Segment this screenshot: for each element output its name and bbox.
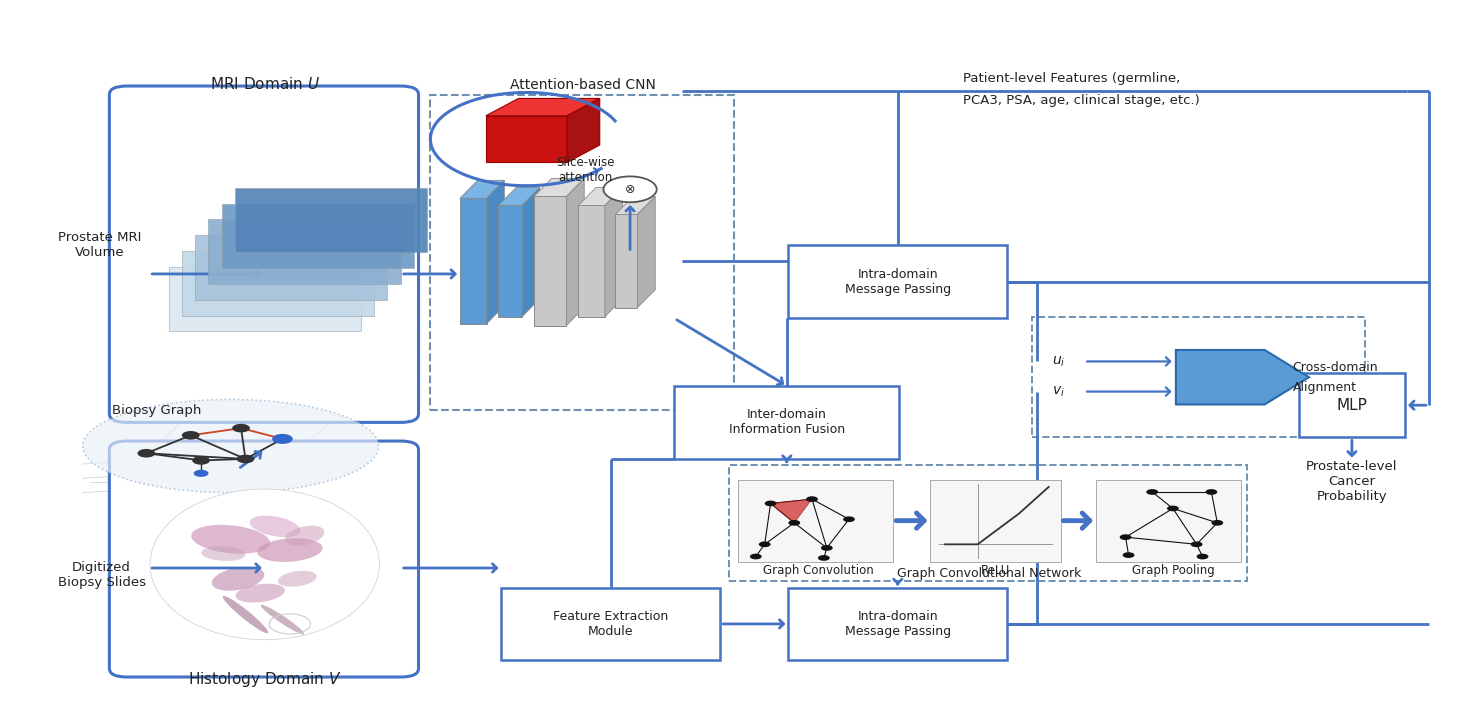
FancyBboxPatch shape bbox=[615, 215, 637, 307]
Circle shape bbox=[843, 516, 855, 522]
FancyBboxPatch shape bbox=[430, 94, 734, 410]
FancyBboxPatch shape bbox=[222, 204, 413, 268]
Circle shape bbox=[273, 434, 293, 444]
Circle shape bbox=[821, 545, 833, 551]
Text: Intra-domain
Message Passing: Intra-domain Message Passing bbox=[845, 610, 951, 638]
FancyBboxPatch shape bbox=[110, 86, 418, 423]
FancyBboxPatch shape bbox=[182, 251, 373, 315]
Polygon shape bbox=[568, 99, 600, 163]
Circle shape bbox=[1211, 520, 1223, 526]
FancyBboxPatch shape bbox=[1298, 373, 1405, 438]
Circle shape bbox=[237, 454, 255, 463]
FancyBboxPatch shape bbox=[931, 480, 1061, 562]
Circle shape bbox=[182, 431, 200, 440]
Ellipse shape bbox=[277, 571, 317, 587]
Circle shape bbox=[1120, 534, 1132, 540]
Ellipse shape bbox=[191, 525, 270, 554]
Text: MRI Domain $\mathit{U}$: MRI Domain $\mathit{U}$ bbox=[209, 76, 320, 92]
FancyBboxPatch shape bbox=[674, 386, 900, 459]
FancyBboxPatch shape bbox=[196, 235, 387, 300]
Text: Intra-domain
Message Passing: Intra-domain Message Passing bbox=[845, 268, 951, 296]
FancyBboxPatch shape bbox=[788, 588, 1008, 660]
Text: ReLU: ReLU bbox=[981, 564, 1011, 577]
Polygon shape bbox=[534, 179, 584, 197]
Text: $v_i$: $v_i$ bbox=[1052, 384, 1064, 399]
Ellipse shape bbox=[212, 567, 264, 591]
Circle shape bbox=[818, 555, 830, 561]
Text: Feature Extraction
Module: Feature Extraction Module bbox=[553, 610, 668, 638]
Ellipse shape bbox=[202, 546, 246, 561]
FancyBboxPatch shape bbox=[1033, 317, 1365, 438]
Text: Inter-domain
Information Fusion: Inter-domain Information Fusion bbox=[729, 408, 845, 436]
Polygon shape bbox=[459, 180, 504, 198]
FancyBboxPatch shape bbox=[501, 588, 720, 660]
Circle shape bbox=[806, 496, 818, 502]
Polygon shape bbox=[1175, 350, 1309, 405]
Circle shape bbox=[233, 424, 250, 433]
FancyBboxPatch shape bbox=[729, 464, 1246, 581]
Text: ⊗: ⊗ bbox=[625, 183, 636, 196]
Text: Graph Convolutional Network: Graph Convolutional Network bbox=[897, 567, 1082, 580]
Text: Attention-based CNN: Attention-based CNN bbox=[510, 78, 655, 91]
FancyBboxPatch shape bbox=[486, 116, 568, 163]
FancyBboxPatch shape bbox=[459, 198, 486, 324]
FancyBboxPatch shape bbox=[236, 188, 427, 253]
FancyBboxPatch shape bbox=[1097, 480, 1240, 562]
Ellipse shape bbox=[236, 584, 285, 603]
Ellipse shape bbox=[285, 526, 325, 546]
Text: Slice-wise
attention: Slice-wise attention bbox=[556, 156, 615, 184]
Text: Patient-level Features (germline,: Patient-level Features (germline, bbox=[963, 72, 1180, 86]
Circle shape bbox=[194, 469, 209, 477]
Text: Prostate-level
Cancer
Probability: Prostate-level Cancer Probability bbox=[1306, 460, 1398, 503]
FancyBboxPatch shape bbox=[169, 267, 360, 331]
Polygon shape bbox=[637, 197, 655, 307]
Text: Histology Domain $\mathit{V}$: Histology Domain $\mathit{V}$ bbox=[188, 670, 341, 688]
Polygon shape bbox=[566, 179, 584, 325]
Text: Graph Convolution: Graph Convolution bbox=[763, 564, 873, 577]
Text: Graph Pooling: Graph Pooling bbox=[1132, 564, 1214, 577]
Text: $u_i$: $u_i$ bbox=[1052, 354, 1066, 369]
Text: Prostate MRI
Volume: Prostate MRI Volume bbox=[58, 231, 141, 259]
FancyBboxPatch shape bbox=[110, 441, 418, 677]
Circle shape bbox=[750, 554, 762, 559]
Polygon shape bbox=[605, 187, 622, 317]
FancyBboxPatch shape bbox=[498, 205, 522, 317]
Ellipse shape bbox=[150, 489, 379, 639]
FancyBboxPatch shape bbox=[788, 246, 1008, 318]
Ellipse shape bbox=[261, 605, 304, 634]
Circle shape bbox=[765, 500, 777, 506]
Polygon shape bbox=[486, 180, 504, 324]
Polygon shape bbox=[771, 499, 812, 523]
Text: PCA3, PSA, age, clinical stage, etc.): PCA3, PSA, age, clinical stage, etc.) bbox=[963, 94, 1199, 107]
FancyBboxPatch shape bbox=[534, 197, 566, 325]
Circle shape bbox=[1190, 541, 1202, 547]
Text: Cross-domain: Cross-domain bbox=[1292, 361, 1378, 374]
Ellipse shape bbox=[83, 400, 378, 492]
Text: MLP: MLP bbox=[1337, 397, 1368, 413]
Circle shape bbox=[759, 541, 771, 547]
Circle shape bbox=[1123, 552, 1135, 558]
FancyBboxPatch shape bbox=[738, 480, 894, 562]
Ellipse shape bbox=[256, 539, 323, 562]
Circle shape bbox=[138, 449, 156, 457]
Circle shape bbox=[603, 176, 657, 202]
Text: Alignment: Alignment bbox=[1292, 381, 1356, 394]
Polygon shape bbox=[486, 99, 600, 116]
Polygon shape bbox=[498, 187, 539, 205]
Ellipse shape bbox=[249, 516, 301, 537]
Circle shape bbox=[1196, 554, 1208, 559]
Circle shape bbox=[1146, 489, 1157, 495]
Circle shape bbox=[788, 520, 800, 526]
Text: Digitized
Biopsy Slides: Digitized Biopsy Slides bbox=[58, 561, 145, 589]
Circle shape bbox=[193, 456, 210, 464]
Polygon shape bbox=[522, 187, 539, 317]
Text: Biopsy Graph: Biopsy Graph bbox=[113, 404, 202, 417]
Polygon shape bbox=[578, 187, 622, 205]
Polygon shape bbox=[615, 197, 655, 215]
FancyBboxPatch shape bbox=[209, 220, 400, 284]
Circle shape bbox=[1166, 505, 1178, 511]
Circle shape bbox=[1205, 489, 1217, 495]
Ellipse shape bbox=[222, 596, 268, 634]
FancyBboxPatch shape bbox=[578, 205, 605, 317]
